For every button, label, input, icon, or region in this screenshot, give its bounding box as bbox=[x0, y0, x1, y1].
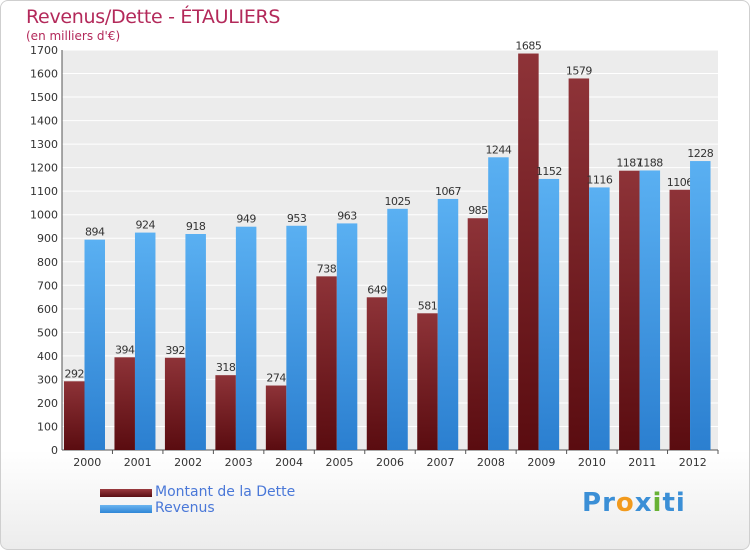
y-tick-label: 1400 bbox=[30, 115, 58, 128]
x-tick-label: 2004 bbox=[275, 456, 303, 469]
y-tick-label: 0 bbox=[51, 444, 58, 457]
bar-revenus bbox=[639, 170, 661, 450]
data-label-dette: 394 bbox=[115, 343, 135, 356]
legend-label-revenus: Revenus bbox=[155, 500, 215, 516]
x-tick-label: 2005 bbox=[326, 456, 354, 469]
proxiti-logo: Proxiti bbox=[582, 488, 686, 518]
y-tick-label: 1500 bbox=[30, 91, 58, 104]
bar-revenus bbox=[387, 208, 408, 450]
bar-dette bbox=[164, 357, 186, 450]
bar-revenus bbox=[134, 232, 156, 450]
x-tick-label: 2011 bbox=[628, 456, 656, 469]
bar-dette bbox=[669, 189, 691, 450]
data-label-revenus: 949 bbox=[236, 213, 256, 226]
bar-revenus bbox=[690, 161, 711, 450]
x-tick-label: 2002 bbox=[174, 456, 202, 469]
chart-subtitle: (en milliers d'€) bbox=[26, 29, 121, 43]
y-tick-label: 1000 bbox=[30, 209, 58, 222]
x-tick-label: 2007 bbox=[426, 456, 454, 469]
bar-dette bbox=[467, 218, 489, 450]
bar-revenus bbox=[589, 187, 610, 451]
data-label-revenus: 1152 bbox=[536, 165, 562, 178]
data-label-revenus: 1244 bbox=[485, 143, 511, 156]
bar-dette bbox=[417, 313, 438, 450]
data-label-dette: 738 bbox=[317, 262, 337, 275]
data-label-revenus: 1025 bbox=[385, 195, 411, 208]
y-tick-label: 100 bbox=[37, 420, 58, 433]
x-tick-label: 2009 bbox=[527, 456, 555, 469]
data-label-revenus: 963 bbox=[337, 209, 357, 222]
legend-swatch-dette bbox=[100, 489, 152, 497]
data-label-dette: 1579 bbox=[566, 64, 592, 77]
data-label-dette: 1685 bbox=[515, 40, 541, 53]
data-label-dette: 985 bbox=[468, 204, 488, 217]
data-label-revenus: 1188 bbox=[637, 156, 663, 169]
x-tick-label: 2003 bbox=[225, 456, 253, 469]
bar-dette bbox=[215, 375, 236, 450]
bar-dette bbox=[619, 170, 640, 451]
y-tick-label: 1100 bbox=[30, 185, 58, 198]
bar-revenus bbox=[185, 234, 206, 450]
x-tick-label: 2010 bbox=[578, 456, 606, 469]
bar-dette bbox=[568, 78, 590, 451]
data-label-dette: 1187 bbox=[616, 157, 642, 170]
y-tick-label: 200 bbox=[37, 397, 58, 410]
x-tick-label: 2001 bbox=[124, 456, 152, 469]
bar-revenus bbox=[84, 239, 105, 450]
data-label-revenus: 924 bbox=[135, 219, 155, 232]
data-label-dette: 581 bbox=[418, 299, 438, 312]
legend-label-dette: Montant de la Dette bbox=[155, 484, 296, 500]
data-label-revenus: 894 bbox=[85, 226, 105, 239]
bar-revenus bbox=[235, 226, 257, 450]
data-label-dette: 292 bbox=[65, 367, 85, 380]
y-tick-label: 900 bbox=[37, 232, 58, 245]
data-label-revenus: 1228 bbox=[687, 147, 713, 160]
y-tick-label: 400 bbox=[37, 350, 58, 363]
y-tick-label: 1700 bbox=[30, 44, 58, 57]
y-tick-label: 500 bbox=[37, 326, 58, 339]
data-label-revenus: 1067 bbox=[435, 185, 461, 198]
x-tick-label: 2008 bbox=[477, 456, 505, 469]
y-tick-label: 300 bbox=[37, 373, 58, 386]
y-tick-label: 800 bbox=[37, 256, 58, 269]
data-label-dette: 649 bbox=[367, 283, 387, 296]
data-label-revenus: 918 bbox=[186, 220, 206, 233]
y-tick-label: 1300 bbox=[30, 138, 58, 151]
bar-dette bbox=[265, 385, 287, 450]
bar-dette bbox=[114, 357, 135, 450]
data-label-dette: 1106 bbox=[667, 176, 693, 189]
x-tick-label: 2006 bbox=[376, 456, 404, 469]
x-tick-label: 2000 bbox=[73, 456, 101, 469]
data-label-revenus: 953 bbox=[287, 212, 307, 225]
bar-dette bbox=[366, 297, 388, 450]
bar-revenus bbox=[437, 198, 459, 450]
bar-revenus bbox=[286, 225, 307, 450]
chart-title: Revenus/Dette - ÉTAULIERS bbox=[26, 6, 281, 28]
data-label-dette: 274 bbox=[266, 372, 286, 385]
x-tick-label: 2012 bbox=[679, 456, 707, 469]
legend-swatch-revenus bbox=[100, 505, 152, 513]
bar-revenus bbox=[538, 178, 560, 451]
y-tick-label: 1200 bbox=[30, 162, 58, 175]
y-tick-label: 1600 bbox=[30, 68, 58, 81]
data-label-dette: 318 bbox=[216, 361, 236, 374]
data-label-dette: 392 bbox=[165, 344, 185, 357]
bar-revenus bbox=[488, 157, 509, 450]
bar-dette bbox=[64, 381, 85, 450]
y-tick-label: 600 bbox=[37, 303, 58, 316]
bar-revenus bbox=[336, 223, 358, 450]
y-tick-label: 700 bbox=[37, 279, 58, 292]
bar-dette bbox=[518, 53, 539, 450]
bar-dette bbox=[316, 276, 337, 450]
data-label-revenus: 1116 bbox=[586, 173, 612, 186]
